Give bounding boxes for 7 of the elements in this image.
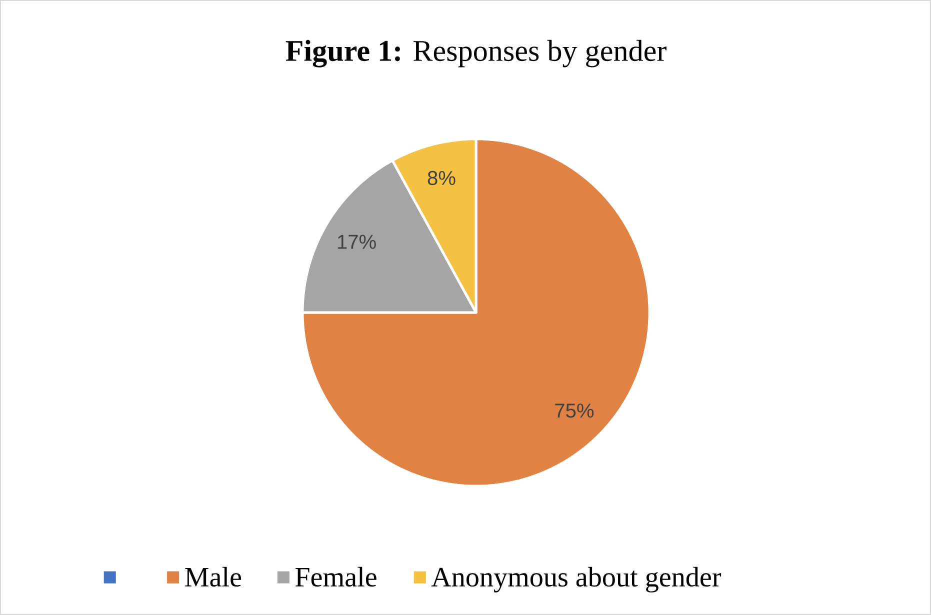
- legend-label: Male: [185, 566, 242, 587]
- legend-label: Anonymous about gender: [431, 566, 722, 592]
- data-label: 75%: [555, 404, 594, 418]
- data-label: 8%: [428, 170, 456, 186]
- chart-title: Figure 1: Responses by gender: [286, 40, 666, 68]
- legend-label: Female: [295, 566, 376, 587]
- data-label: 17%: [338, 234, 376, 249]
